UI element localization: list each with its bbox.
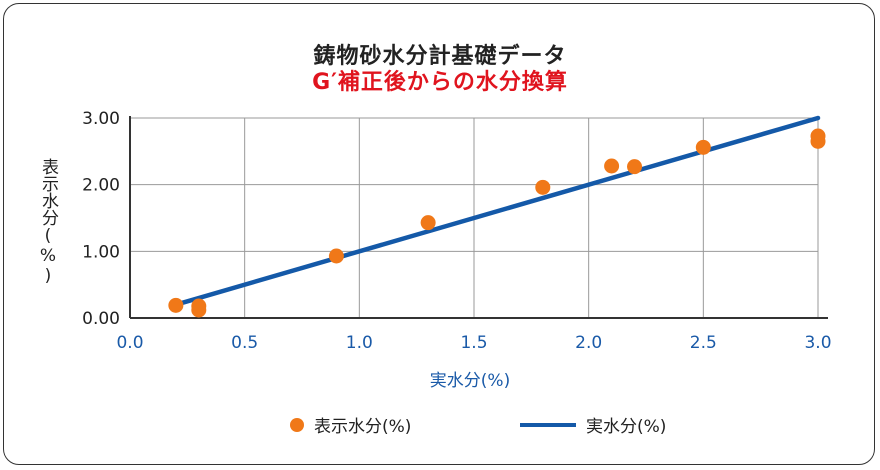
y-tick-label: 3.00 [82,109,120,129]
legend-dot-marker [290,417,304,432]
x-tick-label: 1.0 [346,333,373,353]
data-point [328,248,344,264]
legend-points-label: 表示水分(%) [314,417,412,437]
chart-frame [3,3,875,465]
legend: 表示水分(%) 実水分(%) [0,412,880,437]
x-tick-label: 0.0 [116,333,143,353]
y-tick-label: 0.00 [82,309,120,329]
data-point [627,159,643,175]
legend-item-points: 表示水分(%) [290,412,411,437]
y-tick-label: 1.00 [82,242,120,262]
data-point [168,297,184,313]
data-point [191,302,207,318]
x-tick-label: 1.5 [460,333,487,353]
chart-subtitle: G′補正後からの水分換算 [312,70,568,95]
legend-item-line: 実水分(%) [520,412,666,437]
data-point [420,215,436,231]
legend-line-label: 実水分(%) [586,417,667,437]
legend-line-marker [520,422,576,427]
x-tick-label: 2.0 [575,333,602,353]
x-tick-label: 3.0 [804,333,831,353]
series-line-actual-moisture [173,115,821,307]
data-point [535,179,551,195]
data-point [604,158,620,174]
y-axis-label: 表示水分(%) [38,158,58,286]
x-tick-label: 0.5 [231,333,258,353]
x-axis-label: 実水分(%) [429,371,511,391]
data-point [695,139,711,155]
y-tick-label: 2.00 [82,176,120,196]
chart-title: 鋳物砂水分計基礎データ [313,44,567,69]
data-point [810,133,826,149]
x-tick-label: 2.5 [690,333,717,353]
